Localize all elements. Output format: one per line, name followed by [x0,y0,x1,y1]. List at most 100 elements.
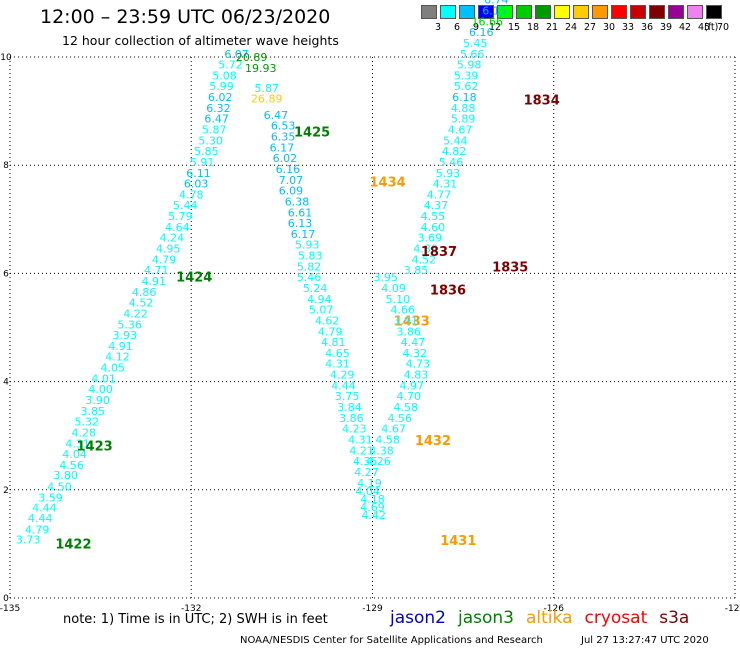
wave-height-label: 4.91 [142,275,167,288]
color-scale-label: 33 [621,22,635,33]
wave-height-label: 6.38 [285,195,310,208]
x-tick-label: -129 [362,604,383,614]
wave-height-label: 3.93 [113,329,138,342]
wave-height-label: 5.93 [436,167,461,180]
pass-time-label: 1433 [394,314,430,329]
wave-height-label: 5.32 [74,416,99,429]
wave-height-label: 4.62 [315,314,340,327]
wave-height-label: 6.02 [208,91,233,104]
wave-height-label: 4.05 [100,362,125,375]
satellite-legend-item: altika [526,608,573,628]
wave-height-label: 4.55 [421,210,446,223]
pass-time-label: 1837 [421,245,457,260]
color-scale-unit: (ft) [704,22,719,33]
wave-height-label: 4.19 [357,477,382,490]
wave-height-label: 4.70 [397,390,422,403]
wave-height-label: 6.32 [206,102,231,115]
wave-height-label: 5.36 [117,318,142,331]
footer-timestamp: Jul 27 13:27:47 UTC 2020 [581,635,709,646]
wave-height-label: 4.77 [427,188,452,201]
pass-time-label: 1431 [440,534,476,549]
color-scale-label: 9 [472,22,480,33]
wave-height-label: 3.75 [335,390,360,403]
satellite-legend-item: s3a [659,608,690,628]
wave-height-label: 4.24 [160,232,185,245]
wave-height-label: 4.00 [88,383,113,396]
wave-height-label: 4.56 [387,412,412,425]
wave-height-label: 4.91 [108,340,133,353]
wave-height-label: 3.86 [339,412,364,425]
pass-time-label: 1432 [415,434,451,449]
wave-height-label: 3.90 [85,394,110,407]
wave-height-label: 5.89 [451,113,476,126]
pass-time-label: 1425 [294,126,330,141]
wave-height-label: 5.46 [439,156,464,169]
wave-height-label: 26.89 [251,93,283,106]
wave-height-label: 6.13 [288,217,313,230]
satellite-legend-item: jason2 [390,608,446,628]
wave-height-label: 4.80 [413,243,438,256]
wave-height-label: 4.31 [433,178,458,191]
wave-height-label: 6.02 [273,152,298,165]
wave-height-label: 4.42 [361,509,386,522]
wave-height-label: 6.47 [264,109,289,122]
color-scale-swatch [649,5,665,19]
y-tick-label: 8 [3,161,9,171]
wave-height-label: 4.37 [424,199,449,212]
wave-height-label: 4.44 [331,379,356,392]
page-title: 12:00 – 23:59 UTC 06/23/2020 [40,6,331,28]
pass-time-label: 1424 [176,271,212,286]
color-scale-swatch [497,5,513,19]
wave-height-label: 5.98 [457,59,482,72]
color-scale-label: 15 [507,22,521,33]
wave-height-label: 5.45 [463,37,488,50]
wave-height-label: 5.30 [198,134,223,147]
wave-height-label: 5.07 [309,304,334,317]
color-scale-label: 42 [678,22,692,33]
wave-height-label: 3.84 [337,401,362,414]
wave-height-label: 6.18 [452,91,477,104]
wave-height-label: 5.62 [454,80,479,93]
color-scale-swatch [440,5,456,19]
wave-height-label: 4.50 [47,481,72,494]
wave-height-label: 4.79 [318,325,343,338]
wave-height-label: 6.03 [184,178,209,191]
color-scale-label: 36 [640,22,654,33]
wave-height-label: 4.04 [355,485,380,498]
wave-height-label: 5.10 [386,293,411,306]
wave-height-label: 4.83 [404,369,429,382]
wave-height-label: 6.09 [279,185,304,198]
color-scale-label: 18 [526,22,540,33]
wave-height-label: 4.79 [152,253,177,266]
wave-height-label: 4.32 [403,347,428,360]
wave-height-label: 5.82 [297,260,322,273]
color-scale-swatch [459,5,475,19]
wave-height-label: 4.29 [330,369,355,382]
x-tick-label: -132 [181,604,201,614]
color-scale-swatch [421,5,437,19]
color-scale-swatch [668,5,684,19]
color-scale-label: 39 [659,22,673,33]
wave-height-label: 6.47 [204,113,229,126]
color-scale-swatch [630,5,646,19]
pass-time-label: 1834 [524,94,560,109]
wave-height-label: 4.12 [105,351,130,364]
pass-time-label: 1422 [55,537,91,552]
wave-height-label: 4.01 [91,372,116,385]
wave-height-label: 4.81 [321,336,346,349]
wave-height-label: 4.31 [65,437,90,450]
wave-height-label: 19.93 [245,62,277,75]
wave-height-label: 4.04 [62,448,87,461]
wave-height-label: 5.66 [460,48,485,61]
wave-height-label: 4.73 [406,358,431,371]
wave-height-label: 6.07 [224,48,249,61]
wave-height-label: 5.87 [202,123,227,136]
color-scale-label: 6 [453,22,461,33]
wave-height-label: 4.27 [354,466,379,479]
wave-height-label: 4.67 [381,423,406,436]
wave-height-label: 4.94 [307,293,332,306]
wave-height-label: 7.07 [279,174,304,187]
wave-height-label: 5.91 [190,156,215,169]
wave-height-label: 4.66 [390,304,415,317]
wave-height-label: 6.53 [271,120,296,133]
